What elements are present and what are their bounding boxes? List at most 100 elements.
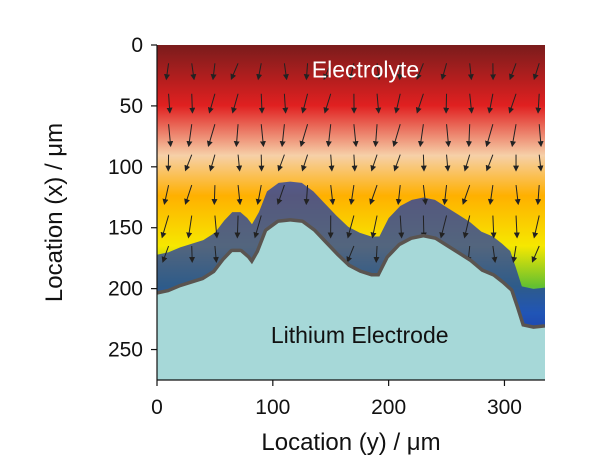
x-axis-label: Location (y) / μm <box>261 429 440 456</box>
field-vector <box>351 154 358 172</box>
field-vector <box>468 93 475 114</box>
field-vector <box>514 185 521 206</box>
field-vector <box>212 245 219 263</box>
field-vector <box>234 215 241 239</box>
field-vector <box>346 215 355 239</box>
field-vector <box>444 154 451 172</box>
x-tick-label: 200 <box>371 396 406 419</box>
field-vector <box>184 184 193 205</box>
field-vector <box>282 93 289 114</box>
field-vector <box>258 93 265 114</box>
field-vector <box>166 93 173 114</box>
axes <box>151 44 545 386</box>
field-vector <box>392 124 401 148</box>
field-vector <box>416 63 424 81</box>
field-vector <box>208 154 216 172</box>
y-axis-label: Location (x) / μm <box>41 123 68 302</box>
y-tick-label: 0 <box>131 34 143 57</box>
field-vector <box>535 185 542 206</box>
field-vector <box>206 124 216 148</box>
field-vector <box>186 215 193 239</box>
field-vector <box>511 245 518 263</box>
field-vector <box>189 93 196 114</box>
field-vector <box>373 245 380 263</box>
field-vector <box>162 184 170 206</box>
field-vector <box>233 124 240 148</box>
x-tick-label: 100 <box>255 396 290 419</box>
field-vector <box>535 93 542 114</box>
field-vector <box>348 185 355 206</box>
field-vector <box>463 154 471 172</box>
field-vector <box>299 124 309 148</box>
field-vector <box>348 63 355 81</box>
electrode-label: Lithium Electrode <box>271 322 449 348</box>
field-vector <box>487 93 494 114</box>
field-vector <box>282 63 289 81</box>
field-vector <box>370 215 378 239</box>
field-vector <box>190 63 197 81</box>
field-vector <box>485 124 494 148</box>
field-vector <box>508 93 517 114</box>
field-vector <box>164 63 170 81</box>
field-vector <box>346 245 355 263</box>
field-vector <box>328 154 335 172</box>
field-vector <box>487 185 494 206</box>
field-vector <box>323 63 332 81</box>
y-tick-label: 50 <box>120 95 143 118</box>
field-vector <box>375 63 382 81</box>
field-vector <box>440 63 448 81</box>
field-vector <box>398 215 405 239</box>
field-vector <box>352 124 359 148</box>
field-vector <box>230 63 239 81</box>
tick-labels: 0 100 200 300 0 50 100 150 200 250 <box>108 34 522 419</box>
field-vector <box>167 124 174 148</box>
field-vector <box>303 63 310 81</box>
field-vector <box>279 124 286 148</box>
field-vector <box>467 63 474 81</box>
field-vector <box>276 184 285 205</box>
field-vector <box>394 93 401 114</box>
x-tick-label: 300 <box>487 396 522 419</box>
y-tick-label: 150 <box>108 217 143 240</box>
field-vector <box>375 93 382 114</box>
electrolyte-label: Electrolyte <box>312 56 419 82</box>
field-vector <box>231 93 239 114</box>
y-tick-label: 100 <box>108 156 143 179</box>
field-vector <box>186 124 193 148</box>
x-tick-label: 0 <box>151 396 163 419</box>
y-tick-label: 200 <box>108 278 143 301</box>
field-vector <box>466 124 473 148</box>
field-vector <box>369 184 378 205</box>
field-vector <box>277 154 285 172</box>
field-vector <box>329 185 336 206</box>
field-vector <box>417 124 424 148</box>
y-tick-label: 250 <box>108 339 143 362</box>
plot-area <box>157 45 545 380</box>
field-vector <box>442 185 448 206</box>
field-vector <box>422 185 429 206</box>
field-vector <box>532 63 540 81</box>
field-vector <box>395 185 402 206</box>
field-vector <box>393 154 401 172</box>
field-vector <box>415 93 424 114</box>
depletion-band <box>157 181 545 329</box>
field-vector <box>184 154 193 172</box>
field-vector <box>256 63 263 81</box>
field-vector <box>213 215 220 239</box>
field-vector <box>510 124 517 148</box>
field-vector <box>509 63 517 81</box>
field-vector <box>259 124 266 148</box>
field-vector <box>253 215 262 239</box>
field-vector <box>161 245 170 263</box>
field-vector <box>445 124 452 148</box>
field-vectors <box>160 63 544 263</box>
field-vector <box>303 185 310 206</box>
field-vector <box>490 215 497 239</box>
field-vector <box>485 154 494 172</box>
lithium-electrode-region <box>157 221 545 380</box>
field-vector <box>531 245 540 263</box>
field-vector <box>461 184 471 205</box>
field-vector <box>513 215 520 239</box>
field-vector <box>236 154 243 172</box>
